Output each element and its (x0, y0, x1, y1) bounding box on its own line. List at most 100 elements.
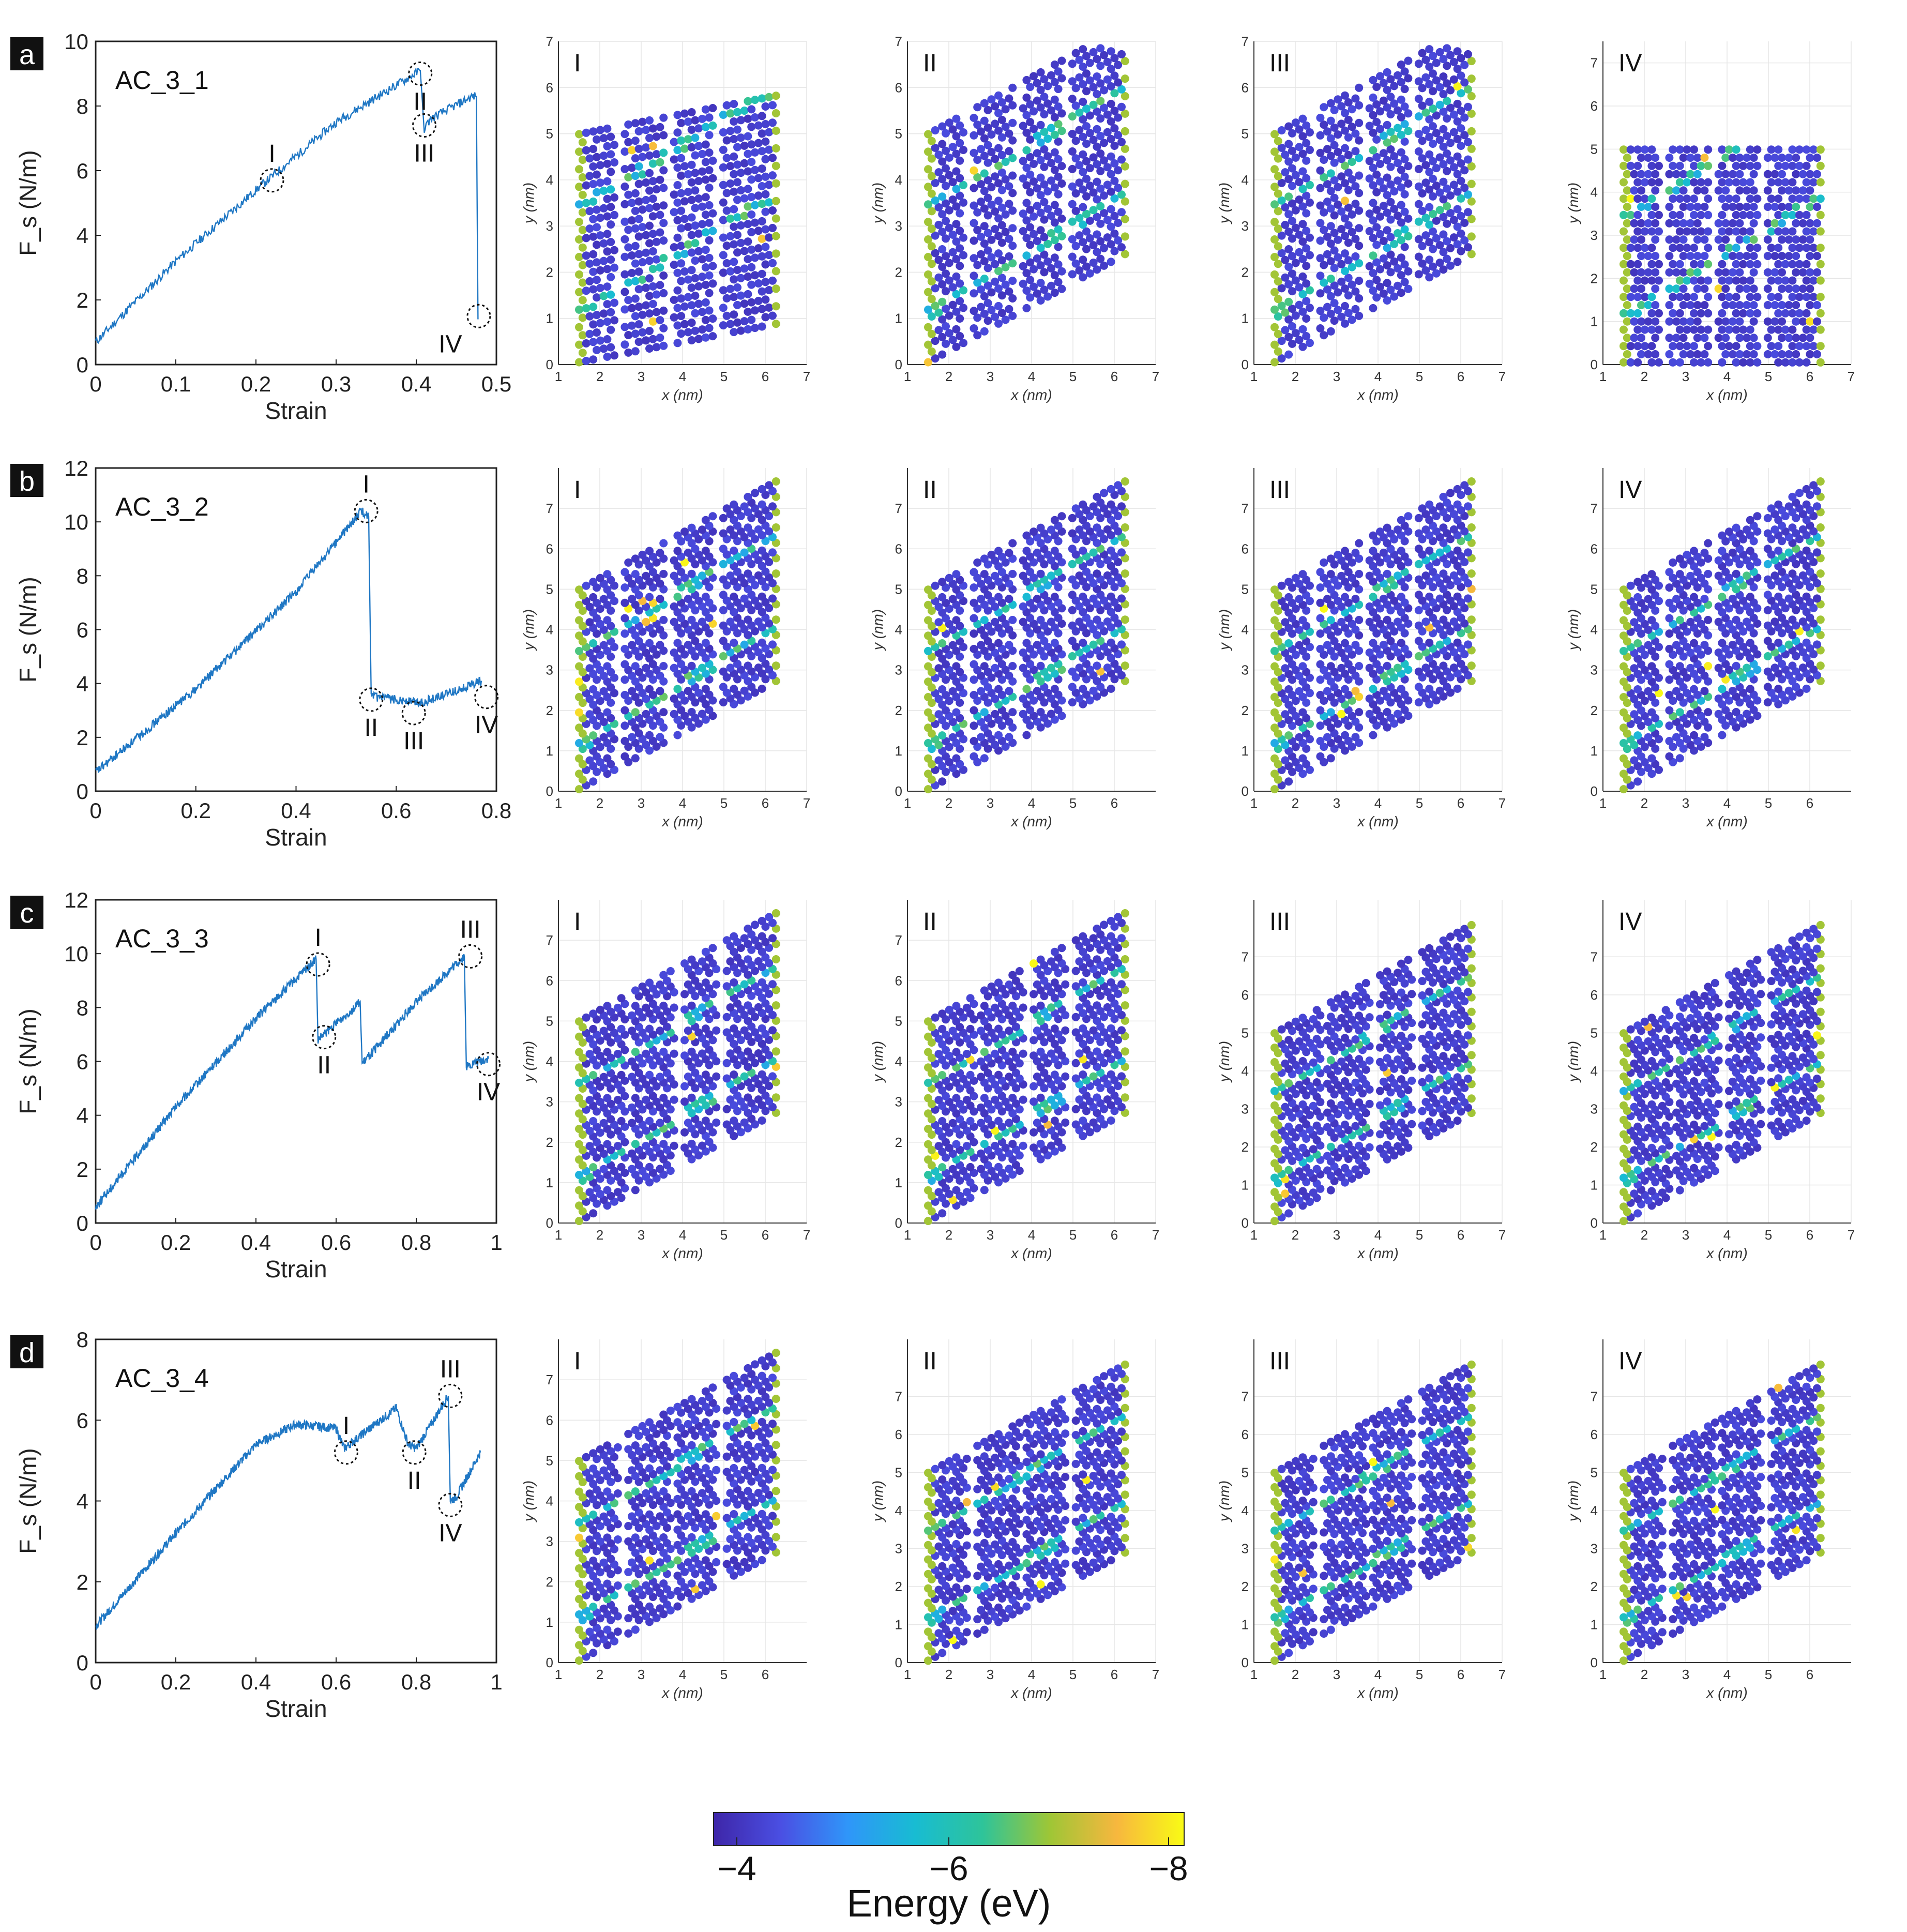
atom (952, 185, 961, 193)
atom (730, 639, 738, 647)
atom (1732, 342, 1740, 351)
atom (1735, 186, 1744, 195)
atom (1330, 141, 1339, 149)
atom (952, 167, 961, 176)
atom (1647, 244, 1656, 252)
atom (730, 500, 738, 509)
atom (1117, 502, 1126, 511)
atom (977, 198, 985, 206)
atom (719, 286, 728, 295)
atom (1369, 685, 1378, 693)
atom (1019, 174, 1027, 183)
atom (1683, 342, 1691, 351)
atom (628, 304, 636, 312)
snapshot-y-label: y (nm) (1216, 609, 1232, 651)
atom (956, 139, 964, 147)
atom (1809, 178, 1818, 187)
atom (1320, 156, 1328, 164)
atom (1620, 260, 1628, 268)
atom (1732, 707, 1740, 716)
atom (730, 685, 738, 693)
atom (634, 250, 643, 259)
atom (620, 629, 629, 638)
atom (1467, 144, 1476, 153)
atom (652, 290, 661, 299)
atom (1651, 170, 1660, 178)
atom (1665, 350, 1674, 358)
atom (1369, 731, 1378, 739)
atom (1379, 548, 1388, 557)
atom (631, 570, 640, 579)
atom (1655, 260, 1663, 268)
atom (1714, 663, 1723, 672)
atom (1270, 200, 1279, 209)
atom (1043, 82, 1052, 90)
atom (747, 193, 756, 201)
atom (1669, 161, 1677, 170)
snapshot-y-tick: 7 (895, 501, 902, 516)
atom (1425, 685, 1434, 693)
atom (1795, 145, 1804, 154)
atom (1008, 311, 1017, 320)
atom (1640, 145, 1649, 154)
atom (1030, 265, 1038, 274)
atom (1446, 103, 1455, 112)
atom (1334, 130, 1342, 139)
atom (1732, 661, 1740, 670)
atom (1054, 225, 1063, 234)
atom (631, 154, 640, 163)
atom (924, 616, 932, 625)
atom (1732, 260, 1740, 268)
atom (1369, 234, 1378, 243)
atom (1394, 229, 1402, 237)
atom (575, 305, 583, 314)
atom (740, 317, 749, 326)
atom (1647, 145, 1656, 154)
snapshot-y-tick: 2 (1591, 270, 1598, 286)
atom (1453, 134, 1462, 143)
atom (1460, 113, 1469, 122)
atom (924, 708, 932, 717)
atom (983, 264, 992, 273)
atom (1813, 252, 1821, 260)
atom (1054, 137, 1063, 146)
atom (1337, 102, 1346, 111)
atom (1718, 210, 1727, 219)
y-tick-label: 2 (77, 288, 88, 312)
atom (997, 274, 1006, 282)
x-tick-label: 0.5 (481, 372, 511, 396)
atom (1721, 235, 1730, 244)
atom (1806, 219, 1814, 228)
snapshot-y-tick: 7 (1591, 55, 1598, 71)
atom (1376, 265, 1384, 274)
atom (1644, 252, 1653, 260)
atom (575, 340, 583, 349)
atom (1284, 731, 1293, 740)
atom (722, 206, 731, 215)
snapshot-y-tick: 3 (895, 662, 902, 678)
atom (1298, 237, 1307, 246)
atom (1672, 235, 1681, 244)
atom (1050, 547, 1059, 555)
atom (931, 126, 940, 134)
atom (1784, 350, 1793, 358)
atom (603, 754, 612, 763)
atom (1394, 264, 1402, 273)
atom (1739, 325, 1748, 334)
atom (680, 302, 689, 311)
atom (1763, 317, 1772, 326)
atom (645, 292, 654, 300)
atom (589, 250, 598, 259)
atom (1644, 268, 1653, 277)
atom (991, 155, 1000, 163)
atom (1813, 640, 1821, 649)
atom (934, 168, 943, 177)
atom (956, 332, 964, 340)
atom (1394, 159, 1402, 168)
atom (1633, 325, 1642, 334)
atom (1464, 243, 1472, 252)
atom (589, 777, 598, 786)
atom (1085, 129, 1094, 138)
atom (589, 232, 598, 241)
atom (691, 326, 700, 335)
